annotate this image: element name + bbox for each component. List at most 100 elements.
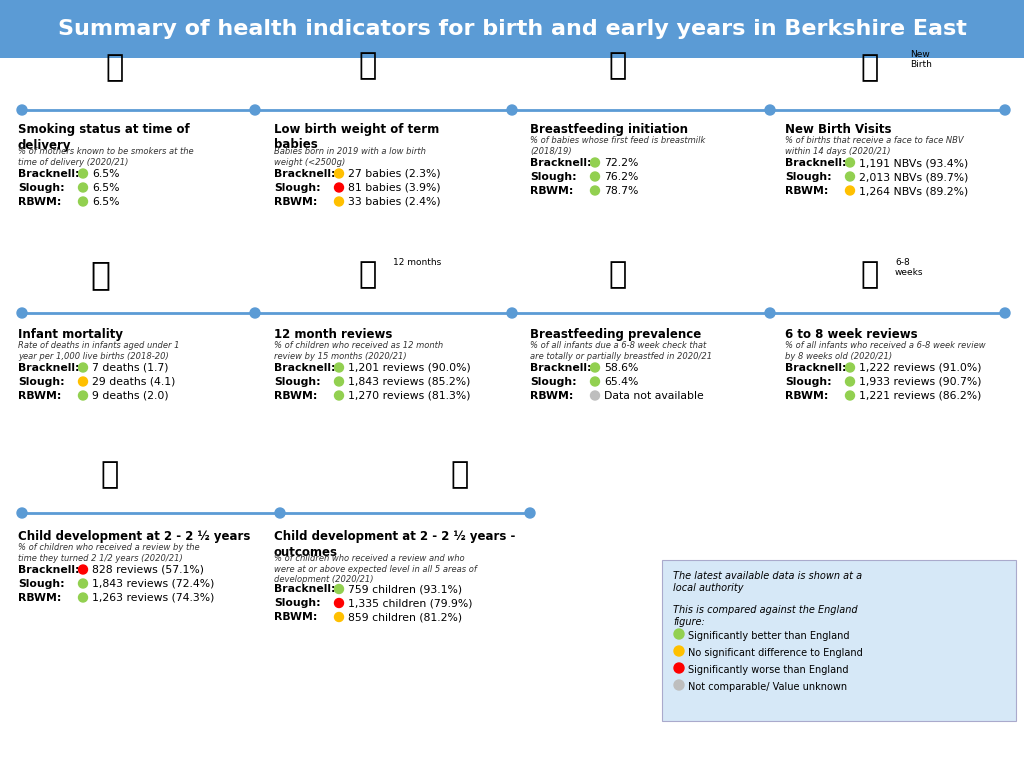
Text: 759 children (93.1%): 759 children (93.1%) [348,584,462,594]
Text: 65.4%: 65.4% [604,377,638,387]
Circle shape [674,646,684,656]
Text: The latest available data is shown at a
local authority: The latest available data is shown at a … [673,571,862,594]
Text: 58.6%: 58.6% [604,363,638,373]
Text: Smoking status at time of
delivery: Smoking status at time of delivery [18,123,189,151]
Text: Child development at 2 - 2 ½ years: Child development at 2 - 2 ½ years [18,530,251,543]
Text: Slough:: Slough: [18,183,65,193]
Circle shape [674,663,684,673]
Circle shape [17,308,27,318]
Text: RBWM:: RBWM: [274,613,317,623]
Circle shape [17,105,27,115]
Text: Slough:: Slough: [274,377,321,387]
Text: 1,843 reviews (85.2%): 1,843 reviews (85.2%) [348,377,470,387]
Text: 🤱: 🤱 [609,260,627,290]
Text: Bracknell:: Bracknell: [274,169,336,179]
Text: 🧩: 🧩 [101,461,119,489]
Text: 33 babies (2.4%): 33 babies (2.4%) [348,197,440,207]
Text: 1,263 reviews (74.3%): 1,263 reviews (74.3%) [92,593,214,603]
Text: % of children who received a review and who
were at or above expected level in a: % of children who received a review and … [274,554,477,584]
Circle shape [79,363,87,372]
Circle shape [674,629,684,639]
Text: Low birth weight of term
babies: Low birth weight of term babies [274,123,439,151]
Circle shape [79,579,87,588]
Circle shape [591,377,599,386]
Text: Breastfeeding initiation: Breastfeeding initiation [530,123,688,136]
Circle shape [335,169,343,178]
Text: 1,843 reviews (72.4%): 1,843 reviews (72.4%) [92,579,214,589]
Circle shape [79,565,87,574]
Circle shape [591,391,599,400]
Text: % of mothers known to be smokers at the
time of delivery (2020/21): % of mothers known to be smokers at the … [18,147,194,167]
Text: 1,201 reviews (90.0%): 1,201 reviews (90.0%) [348,363,471,373]
Text: Bracknell:: Bracknell: [274,584,336,594]
Circle shape [335,613,343,621]
Text: Child development at 2 - 2 ½ years -
outcomes: Child development at 2 - 2 ½ years - out… [274,530,515,558]
Circle shape [846,172,854,181]
Text: 6.5%: 6.5% [92,169,120,179]
Text: RBWM:: RBWM: [18,197,61,207]
Text: Slough:: Slough: [274,183,321,193]
Text: Infant mortality: Infant mortality [18,328,123,341]
Text: 72.2%: 72.2% [604,158,638,168]
Text: New
Birth: New Birth [910,50,932,69]
Text: 🍼: 🍼 [358,51,377,81]
Circle shape [335,197,343,206]
Text: 👶: 👶 [90,259,110,292]
Text: Slough:: Slough: [274,598,321,608]
Circle shape [335,598,343,607]
Text: 6 to 8 week reviews: 6 to 8 week reviews [785,328,918,341]
Circle shape [765,105,775,115]
Text: 859 children (81.2%): 859 children (81.2%) [348,613,462,623]
Text: 2,013 NBVs (89.7%): 2,013 NBVs (89.7%) [859,172,969,182]
Text: 81 babies (3.9%): 81 babies (3.9%) [348,183,440,193]
FancyBboxPatch shape [662,560,1016,721]
Text: RBWM:: RBWM: [274,391,317,401]
Circle shape [335,363,343,372]
Text: 📋: 📋 [861,54,880,82]
Text: 828 reviews (57.1%): 828 reviews (57.1%) [92,565,204,575]
Text: RBWM:: RBWM: [530,391,573,401]
Circle shape [591,172,599,181]
Text: Slough:: Slough: [785,377,831,387]
Circle shape [846,363,854,372]
Text: RBWM:: RBWM: [530,186,573,196]
Text: RBWM:: RBWM: [274,197,317,207]
Text: % of births that receive a face to face NBV
within 14 days (2020/21): % of births that receive a face to face … [785,136,964,156]
Circle shape [846,158,854,167]
Text: No significant difference to England: No significant difference to England [688,648,863,658]
Text: 1,221 reviews (86.2%): 1,221 reviews (86.2%) [859,391,981,401]
Text: 1,264 NBVs (89.2%): 1,264 NBVs (89.2%) [859,186,969,196]
Text: 6.5%: 6.5% [92,183,120,193]
Text: 12 month reviews: 12 month reviews [274,328,392,341]
Text: Bracknell:: Bracknell: [530,363,592,373]
Text: Bracknell:: Bracknell: [530,158,592,168]
Text: This is compared against the England
figure:: This is compared against the England fig… [673,605,858,627]
Text: 1,335 children (79.9%): 1,335 children (79.9%) [348,598,472,608]
Text: 76.2%: 76.2% [604,172,638,182]
Text: % of children who received as 12 month
review by 15 months (2020/21): % of children who received as 12 month r… [274,341,443,361]
Circle shape [250,308,260,318]
Circle shape [79,197,87,206]
Text: 1,222 reviews (91.0%): 1,222 reviews (91.0%) [859,363,981,373]
Text: RBWM:: RBWM: [785,391,828,401]
Text: 78.7%: 78.7% [604,186,638,196]
Text: 27 babies (2.3%): 27 babies (2.3%) [348,169,440,179]
Circle shape [507,308,517,318]
Text: % of all infants due a 6-8 week check that
are totally or partially breastfed in: % of all infants due a 6-8 week check th… [530,341,712,361]
Text: Slough:: Slough: [18,579,65,589]
Circle shape [846,377,854,386]
Circle shape [79,593,87,602]
Text: 🤱: 🤱 [609,51,627,81]
Circle shape [507,105,517,115]
Text: Bracknell:: Bracknell: [18,169,80,179]
Text: Significantly better than England: Significantly better than England [688,631,850,641]
Text: Significantly worse than England: Significantly worse than England [688,665,849,675]
Circle shape [335,183,343,192]
Text: Slough:: Slough: [530,377,577,387]
Text: RBWM:: RBWM: [785,186,828,196]
Text: RBWM:: RBWM: [18,593,61,603]
Circle shape [846,186,854,195]
Circle shape [591,158,599,167]
Text: 12 months: 12 months [393,258,441,267]
Text: Slough:: Slough: [18,377,65,387]
